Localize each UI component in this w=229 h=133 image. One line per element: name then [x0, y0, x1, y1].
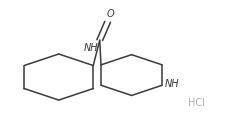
- Text: NH: NH: [164, 79, 179, 89]
- Text: O: O: [106, 9, 114, 19]
- Text: HCl: HCl: [188, 98, 205, 108]
- Text: NH: NH: [83, 43, 98, 53]
